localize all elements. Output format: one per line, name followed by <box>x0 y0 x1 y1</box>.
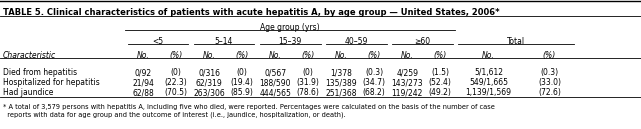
Text: (0.3): (0.3) <box>540 68 558 77</box>
Text: No.: No. <box>137 51 149 60</box>
Text: (78.6): (78.6) <box>297 88 320 97</box>
Text: Hospitalized for hepatitis: Hospitalized for hepatitis <box>3 78 99 87</box>
Text: (68.2): (68.2) <box>363 88 386 97</box>
Text: 444/565: 444/565 <box>259 88 291 97</box>
Text: 251/368: 251/368 <box>326 88 357 97</box>
Text: 143/273: 143/273 <box>392 78 423 87</box>
Text: (0): (0) <box>237 68 247 77</box>
Text: No.: No. <box>401 51 413 60</box>
Text: 5/1,612: 5/1,612 <box>474 68 503 77</box>
Text: 0/316: 0/316 <box>198 68 220 77</box>
Text: (70.5): (70.5) <box>165 88 188 97</box>
Text: No.: No. <box>482 51 495 60</box>
Text: 549/1,665: 549/1,665 <box>469 78 508 87</box>
Text: reports with data for age group and the outcome of interest (i.e., jaundice, hos: reports with data for age group and the … <box>3 112 345 119</box>
Text: 263/306: 263/306 <box>194 88 225 97</box>
Text: (%): (%) <box>235 51 249 60</box>
Text: (33.0): (33.0) <box>538 78 561 87</box>
Text: 5–14: 5–14 <box>215 37 233 46</box>
Text: (72.6): (72.6) <box>538 88 561 97</box>
Text: (%): (%) <box>169 51 183 60</box>
Text: * A total of 3,579 persons with hepatitis A, including five who died, were repor: * A total of 3,579 persons with hepatiti… <box>3 104 494 110</box>
Text: 119/242: 119/242 <box>392 88 423 97</box>
Text: (0.3): (0.3) <box>365 68 383 77</box>
Text: Characteristic: Characteristic <box>3 51 56 60</box>
Text: 135/389: 135/389 <box>326 78 357 87</box>
Text: No.: No. <box>335 51 347 60</box>
Text: (%): (%) <box>301 51 315 60</box>
Text: (34.7): (34.7) <box>363 78 386 87</box>
Text: 21/94: 21/94 <box>132 78 154 87</box>
Text: 62/88: 62/88 <box>132 88 154 97</box>
Text: TABLE 5. Clinical characteristics of patients with acute hepatitis A, by age gro: TABLE 5. Clinical characteristics of pat… <box>3 8 499 17</box>
Text: (31.9): (31.9) <box>297 78 320 87</box>
Text: 40–59: 40–59 <box>344 37 368 46</box>
Text: 1,139/1,569: 1,139/1,569 <box>465 88 512 97</box>
Text: (0): (0) <box>171 68 181 77</box>
Text: Died from hepatitis: Died from hepatitis <box>3 68 77 77</box>
Text: Total: Total <box>507 37 525 46</box>
Text: (%): (%) <box>543 51 556 60</box>
Text: 62/319: 62/319 <box>196 78 222 87</box>
Text: 1/378: 1/378 <box>330 68 352 77</box>
Text: 0/567: 0/567 <box>264 68 287 77</box>
Text: (1.5): (1.5) <box>431 68 449 77</box>
Text: (22.3): (22.3) <box>165 78 188 87</box>
Text: (%): (%) <box>367 51 381 60</box>
Text: Age group (yrs): Age group (yrs) <box>260 23 320 32</box>
Text: (0): (0) <box>303 68 313 77</box>
Text: No.: No. <box>269 51 281 60</box>
Text: (%): (%) <box>433 51 447 60</box>
Text: Had jaundice: Had jaundice <box>3 88 53 97</box>
Text: 0/92: 0/92 <box>135 68 152 77</box>
Text: 4/259: 4/259 <box>396 68 418 77</box>
Text: <5: <5 <box>153 37 163 46</box>
Text: No.: No. <box>203 51 215 60</box>
Text: (19.4): (19.4) <box>231 78 254 87</box>
Text: ≥60: ≥60 <box>414 37 430 46</box>
Text: (85.9): (85.9) <box>231 88 254 97</box>
Text: (52.4): (52.4) <box>429 78 452 87</box>
Text: 15–39: 15–39 <box>278 37 302 46</box>
Text: 188/590: 188/590 <box>260 78 291 87</box>
Text: (49.2): (49.2) <box>429 88 452 97</box>
